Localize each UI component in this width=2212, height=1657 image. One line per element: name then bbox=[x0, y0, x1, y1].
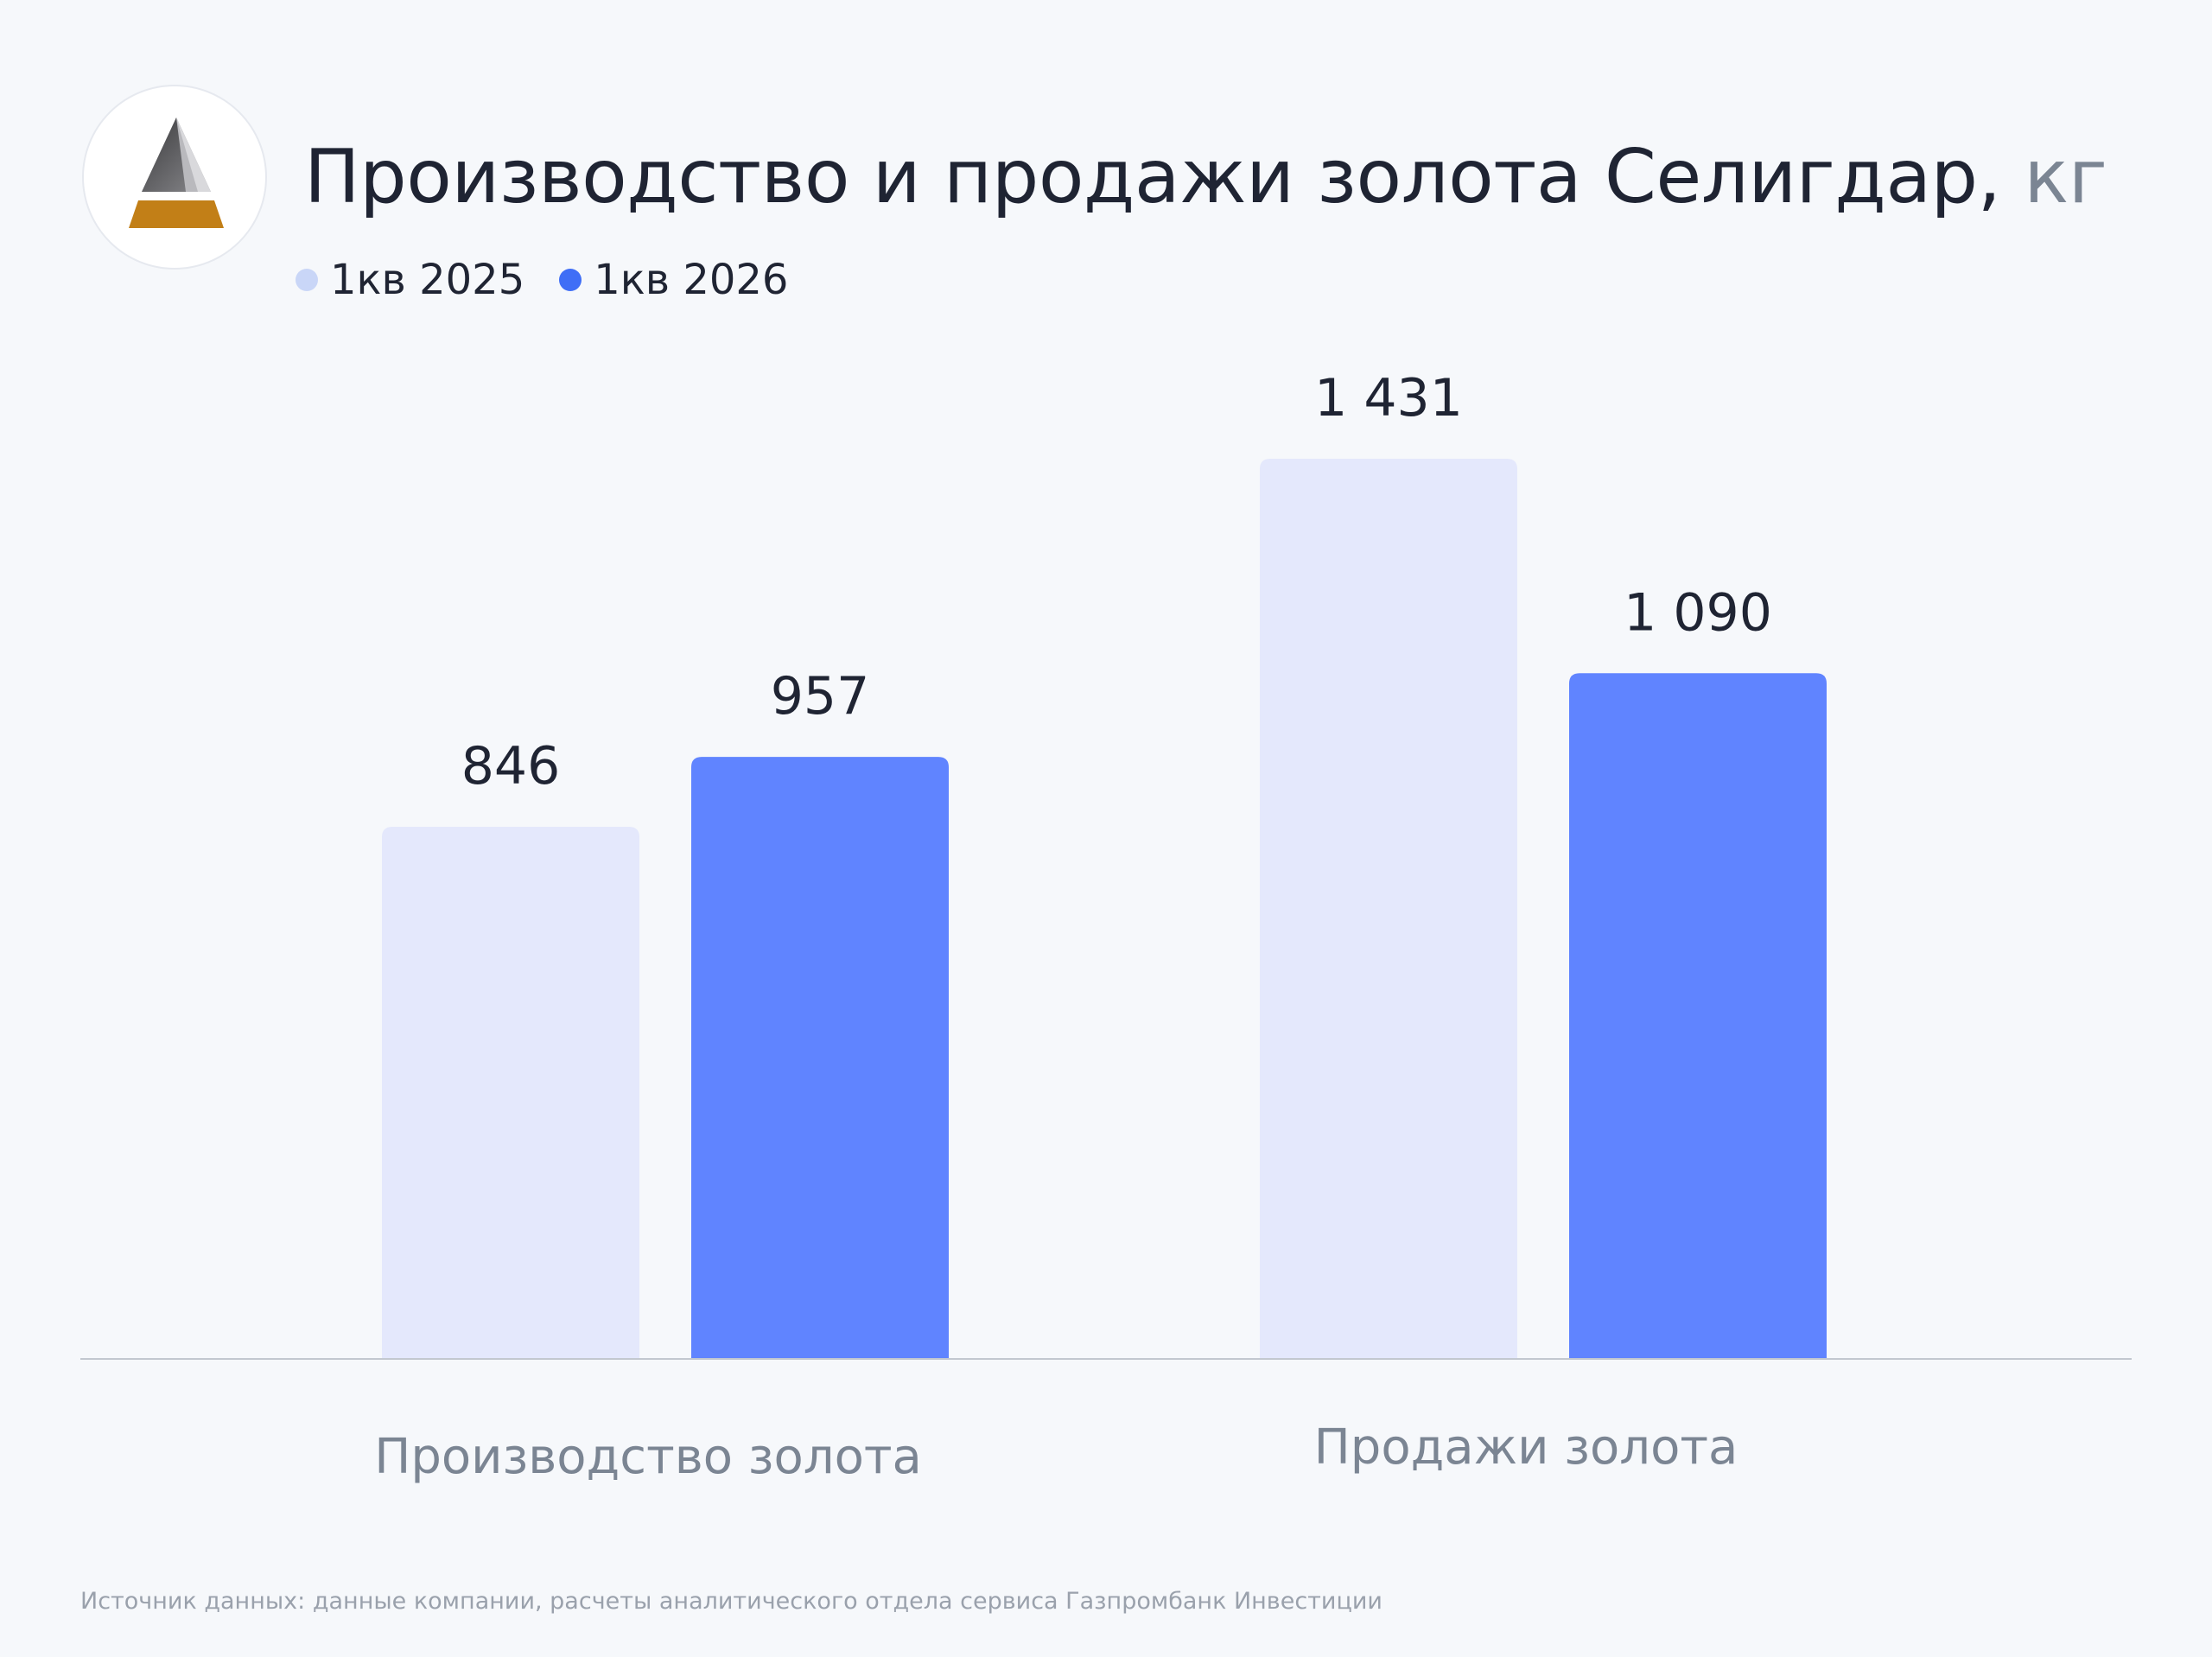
bar-value-label: 846 bbox=[461, 736, 561, 797]
page-title: Производство и продажи золота Селигдар, … bbox=[304, 130, 2107, 225]
bar-value-label: 1 090 bbox=[1624, 582, 1772, 643]
legend-item-2025: 1кв 2025 bbox=[296, 256, 524, 304]
bar-sales-2025 bbox=[1260, 459, 1517, 1359]
bar-value-label: 957 bbox=[771, 666, 870, 727]
category-label: Продажи золота bbox=[1314, 1419, 1738, 1476]
company-logo bbox=[82, 85, 267, 270]
legend-item-2026: 1кв 2026 bbox=[559, 256, 788, 304]
category-label: Производство золота bbox=[374, 1429, 922, 1485]
legend-dot-2025 bbox=[296, 269, 318, 291]
bar-production-2025 bbox=[382, 826, 639, 1359]
legend-dot-2026 bbox=[559, 269, 582, 291]
bar-sales-2026 bbox=[1569, 673, 1827, 1359]
chart-legend: 1кв 2025 1кв 2026 bbox=[296, 254, 823, 306]
title-unit: кг bbox=[2024, 134, 2107, 220]
seligdar-logo-icon bbox=[129, 117, 224, 228]
bar-value-label: 1 431 bbox=[1314, 368, 1463, 429]
legend-label-2025: 1кв 2025 bbox=[330, 256, 525, 304]
legend-label-2026: 1кв 2026 bbox=[594, 256, 789, 304]
bar-production-2026 bbox=[691, 757, 949, 1359]
title-text: Производство и продажи золота Селигдар, bbox=[304, 134, 2001, 220]
source-note: Источник данных: данные компании, расчет… bbox=[80, 1588, 1382, 1615]
